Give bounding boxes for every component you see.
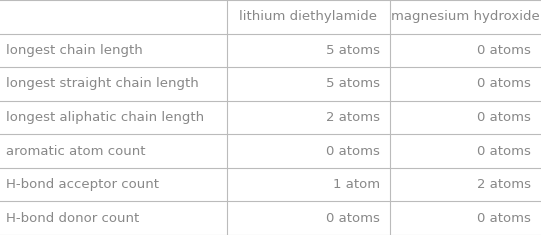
Text: longest aliphatic chain length: longest aliphatic chain length	[6, 111, 204, 124]
Text: 5 atoms: 5 atoms	[326, 44, 380, 57]
Text: 0 atoms: 0 atoms	[477, 44, 531, 57]
Text: 0 atoms: 0 atoms	[326, 145, 380, 158]
Text: 0 atoms: 0 atoms	[477, 77, 531, 90]
Text: 2 atoms: 2 atoms	[326, 111, 380, 124]
Text: H-bond acceptor count: H-bond acceptor count	[6, 178, 160, 191]
Text: 2 atoms: 2 atoms	[477, 178, 531, 191]
Text: aromatic atom count: aromatic atom count	[6, 145, 146, 158]
Text: 0 atoms: 0 atoms	[477, 111, 531, 124]
Text: magnesium hydroxide: magnesium hydroxide	[391, 10, 539, 23]
Text: lithium diethylamide: lithium diethylamide	[239, 10, 378, 23]
Text: 0 atoms: 0 atoms	[477, 145, 531, 158]
Text: 0 atoms: 0 atoms	[477, 212, 531, 225]
Text: 0 atoms: 0 atoms	[326, 212, 380, 225]
Text: H-bond donor count: H-bond donor count	[6, 212, 140, 225]
Text: longest chain length: longest chain length	[6, 44, 143, 57]
Text: 1 atom: 1 atom	[333, 178, 380, 191]
Text: 5 atoms: 5 atoms	[326, 77, 380, 90]
Text: longest straight chain length: longest straight chain length	[6, 77, 199, 90]
